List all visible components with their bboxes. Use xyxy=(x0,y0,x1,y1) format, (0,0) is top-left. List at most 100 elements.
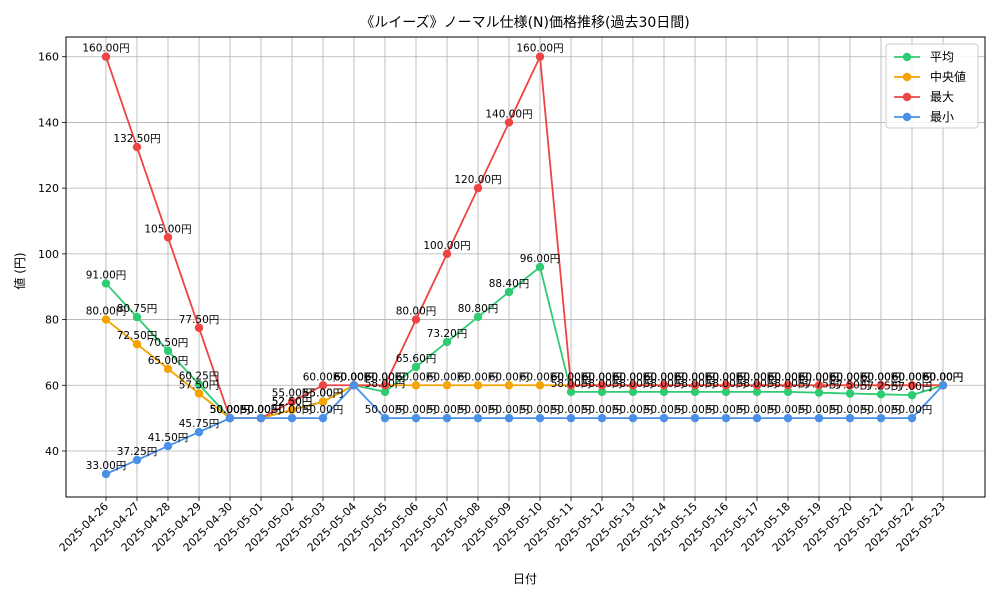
data-label: 60.00円 xyxy=(799,371,840,383)
data-label: 58.00円 xyxy=(675,378,716,390)
data-label: 60.00円 xyxy=(365,371,406,383)
data-label: 60.00円 xyxy=(675,371,716,383)
data-label: 60.00円 xyxy=(396,371,437,383)
data-label: 96.00円 xyxy=(520,253,561,265)
data-label: 50.00円 xyxy=(830,404,871,416)
x-axis-label: 日付 xyxy=(513,572,537,586)
data-point xyxy=(411,315,421,324)
data-label: 60.00円 xyxy=(706,371,747,383)
data-label: 50.00円 xyxy=(241,404,282,416)
data-label: 50.00円 xyxy=(241,404,282,416)
data-label: 60.00円 xyxy=(582,371,623,383)
data-label: 50.00円 xyxy=(799,404,840,416)
data-label: 80.00円 xyxy=(396,306,437,318)
data-label: 60.00円 xyxy=(923,371,964,383)
y-tick-label: 80 xyxy=(45,314,59,327)
data-point xyxy=(845,381,855,390)
data-label: 60.00円 xyxy=(799,371,840,383)
data-label: 58.00円 xyxy=(644,378,685,390)
data-label: 50.00円 xyxy=(365,404,406,416)
legend-item: 中央値 xyxy=(894,69,966,84)
data-point xyxy=(938,381,948,390)
data-label: 50.00円 xyxy=(396,404,437,416)
series-line-3 xyxy=(105,384,944,475)
data-point xyxy=(628,413,638,423)
data-point xyxy=(287,413,297,423)
data-point xyxy=(907,390,917,400)
data-label: 58.00円 xyxy=(365,378,406,390)
legend-label: 中央値 xyxy=(930,69,966,84)
data-point xyxy=(535,381,545,390)
data-label: 65.60円 xyxy=(396,353,437,365)
data-point xyxy=(101,279,111,288)
legend-marker-1 xyxy=(902,72,912,82)
data-point xyxy=(380,413,390,423)
data-point xyxy=(442,337,452,347)
data-point xyxy=(473,381,483,390)
data-label: 88.40円 xyxy=(489,278,530,290)
x-axis: 2025-04-262025-04-272025-04-282025-04-29… xyxy=(57,497,948,554)
data-label: 58.00円 xyxy=(551,378,592,390)
data-label: 132.50円 xyxy=(113,133,160,145)
data-label: 140.00円 xyxy=(485,108,532,120)
data-label: 55.00円 xyxy=(303,388,344,400)
data-point xyxy=(783,381,793,390)
data-label: 57.25円 xyxy=(861,380,902,392)
data-label: 57.50円 xyxy=(179,380,220,392)
data-label: 60.00円 xyxy=(861,371,902,383)
data-point xyxy=(845,389,855,398)
data-label: 60.00円 xyxy=(365,371,406,383)
data-label: 58.00円 xyxy=(737,378,778,390)
data-point xyxy=(721,413,731,423)
data-point xyxy=(473,413,483,423)
data-label: 73.20円 xyxy=(427,328,468,340)
data-label: 60.00円 xyxy=(551,371,592,383)
data-label: 50.00円 xyxy=(303,404,344,416)
data-label: 52.50円 xyxy=(272,396,313,408)
data-point xyxy=(628,381,638,390)
data-point xyxy=(256,413,266,423)
data-label: 50.00円 xyxy=(210,404,251,416)
data-label: 57.75円 xyxy=(799,379,840,391)
data-point xyxy=(783,413,793,423)
data-point xyxy=(876,381,886,390)
data-label: 50.00円 xyxy=(613,404,654,416)
data-label: 50.00円 xyxy=(210,404,251,416)
legend-label: 最小 xyxy=(930,110,954,124)
y-tick-label: 100 xyxy=(38,248,59,261)
data-point xyxy=(566,387,576,397)
data-point xyxy=(194,427,204,437)
data-point xyxy=(473,183,483,193)
data-point xyxy=(163,346,173,355)
data-label: 60.00円 xyxy=(644,371,685,383)
data-point xyxy=(535,52,545,61)
data-label: 50.00円 xyxy=(272,404,313,416)
data-label: 57.50円 xyxy=(830,380,871,392)
data-label: 60.00円 xyxy=(334,371,375,383)
data-label: 60.00円 xyxy=(613,371,654,383)
data-label: 58.00円 xyxy=(582,378,623,390)
data-point xyxy=(101,469,111,479)
data-label: 50.00円 xyxy=(241,404,282,416)
data-point xyxy=(659,413,669,423)
data-label: 60.00円 xyxy=(768,371,809,383)
data-point xyxy=(907,413,917,423)
data-point xyxy=(504,413,514,423)
data-point xyxy=(690,413,700,423)
data-label: 80.00円 xyxy=(86,306,127,318)
data-label: 55.00円 xyxy=(303,388,344,400)
data-label: 60.00円 xyxy=(706,371,747,383)
data-point xyxy=(659,381,669,390)
data-point xyxy=(380,387,390,397)
data-point xyxy=(876,390,886,399)
data-point xyxy=(163,233,173,242)
data-point xyxy=(814,388,824,397)
data-label: 60.00円 xyxy=(551,371,592,383)
data-point xyxy=(876,413,886,423)
data-label: 58.00円 xyxy=(706,378,747,390)
data-point xyxy=(535,413,545,423)
data-label: 50.00円 xyxy=(737,404,778,416)
data-point xyxy=(504,381,514,390)
legend-marker-0 xyxy=(902,52,912,62)
